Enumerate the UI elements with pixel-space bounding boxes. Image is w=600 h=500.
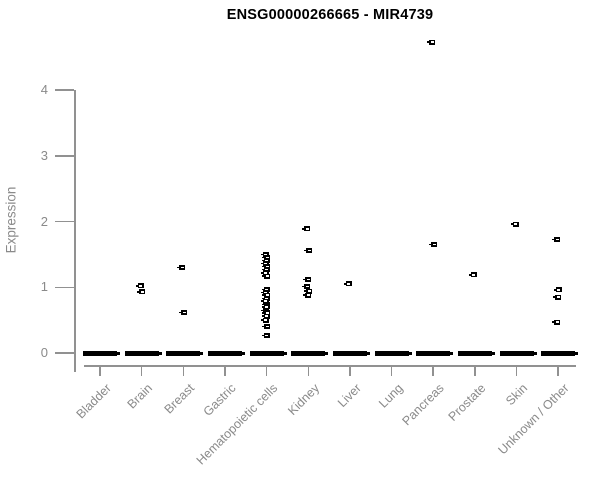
zero-expression-cluster [332,350,370,356]
x-axis-line [84,365,576,367]
category-label: Prostate [445,381,489,424]
zero-expression-cluster [416,350,454,356]
data-point [429,242,437,247]
data-point [343,281,352,287]
data-point [261,266,270,272]
category-label: Bladder [73,381,114,422]
data-point [262,255,271,261]
category-label: Hematopoietic cells [193,381,281,468]
y-axis-tick [55,286,74,288]
data-point [260,298,269,304]
zero-expression-cluster [83,350,120,356]
category-label: Gastric [200,381,239,419]
x-axis-tick [140,365,143,376]
y-axis-line [74,90,76,372]
chart-title: ENSG00000266665 - MIR4739 [226,7,434,23]
data-point [260,317,269,323]
data-point [510,221,519,227]
zero-expression-cluster [124,350,162,356]
y-axis-tick [55,89,74,91]
zero-expression-cluster [541,350,579,356]
zero-expression-cluster [374,350,412,356]
data-point [304,288,313,294]
y-tick-label: 4 [40,82,48,97]
y-tick-label: 1 [40,279,48,295]
data-point [552,319,561,325]
x-axis-tick [432,365,434,376]
data-point [135,283,144,289]
data-point [261,257,270,263]
zero-expression-cluster [166,350,204,356]
category-label: Breast [161,381,198,417]
y-axis-tick [55,220,74,223]
x-axis-tick [224,365,226,376]
data-point [261,295,270,301]
data-point [302,226,311,232]
data-point [261,332,270,338]
data-point [261,313,270,319]
zero-expression-cluster [291,350,329,356]
data-point [261,304,270,310]
x-axis-tick [307,365,309,376]
data-point [260,261,269,267]
y-axis-tick [55,155,74,157]
zero-expression-cluster [249,350,287,356]
x-axis-tick [99,365,101,376]
data-point [262,292,271,298]
data-point [303,276,312,282]
x-axis-tick [265,365,268,376]
category-label: Pancreas [399,381,448,429]
zero-expression-cluster [499,350,537,356]
y-tick-label: 0 [40,345,48,360]
data-point [262,310,271,316]
data-point [260,270,269,276]
data-point [262,273,271,279]
category-label: Skin [503,381,531,409]
data-point [262,301,271,307]
data-point [468,272,477,278]
y-tick-label: 2 [40,213,48,229]
category-label: Lung [375,381,406,411]
category-label: Liver [334,381,364,411]
data-point [262,324,271,330]
data-point [303,292,312,298]
data-point [262,263,271,269]
data-point [261,286,270,292]
y-tick-label: 3 [40,147,48,163]
zero-expression-cluster [457,350,495,356]
data-point [552,236,561,242]
data-point [302,284,311,290]
x-axis-tick [557,365,559,376]
data-point [137,289,146,295]
x-axis-tick [515,365,518,376]
data-point [553,294,562,300]
x-axis-tick [390,365,393,376]
data-point [260,251,269,257]
data-point [177,265,186,271]
x-axis-tick [474,365,476,376]
x-axis-tick [182,365,185,376]
data-point [304,247,313,253]
data-point [179,309,188,315]
x-axis-tick [349,365,351,376]
data-point [260,290,269,295]
zero-expression-cluster [207,350,245,356]
category-label: Brain [125,381,156,412]
data-point [260,307,269,313]
data-point [553,287,562,293]
y-axis-tick [55,352,74,354]
category-label: Kidney [285,381,323,418]
data-point [427,39,436,45]
